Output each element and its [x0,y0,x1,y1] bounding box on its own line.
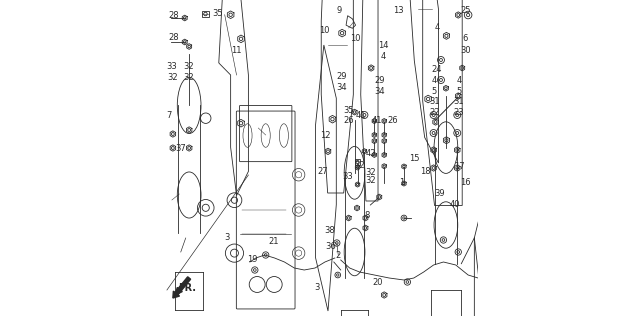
Text: 27: 27 [318,167,328,176]
Text: 7: 7 [166,111,172,120]
Text: 2: 2 [336,251,341,260]
Text: 42: 42 [365,149,376,158]
Text: 32: 32 [184,62,194,71]
Text: 35: 35 [343,106,354,115]
Bar [355,159,360,165]
Text: 12: 12 [321,131,331,140]
Text: 37: 37 [175,144,186,153]
Text: 31: 31 [454,97,465,106]
Text: 3: 3 [224,233,230,242]
Text: 41: 41 [372,116,382,125]
Text: 24: 24 [431,65,442,74]
Text: 16: 16 [460,178,470,187]
Text: 14: 14 [378,41,388,50]
Text: 4: 4 [381,52,386,61]
Text: 15: 15 [410,154,420,163]
Text: 13: 13 [393,6,404,15]
Text: 4: 4 [432,76,437,85]
Text: 29: 29 [375,76,385,85]
Text: 39: 39 [434,189,445,198]
Text: 4: 4 [435,23,440,32]
Text: 36: 36 [326,242,337,251]
FancyArrow shape [173,277,191,298]
Text: 32: 32 [354,161,365,170]
Text: 26: 26 [343,116,354,125]
Text: 22: 22 [429,108,440,117]
Text: 5: 5 [456,87,461,95]
Text: 20: 20 [372,278,383,287]
Text: 41: 41 [355,111,365,120]
Text: FR.: FR. [179,283,196,293]
Text: 5: 5 [432,87,437,95]
Text: 25: 25 [460,6,470,15]
Text: 4: 4 [456,76,461,85]
Text: 31: 31 [429,97,440,106]
Text: 6: 6 [462,34,467,43]
Text: 32: 32 [184,73,194,82]
Text: 32: 32 [167,73,178,82]
Text: 3: 3 [315,283,320,292]
Text: 17: 17 [454,162,465,171]
Text: 8: 8 [364,211,369,220]
Text: 28: 28 [169,33,179,42]
Text: 29: 29 [336,72,347,81]
Text: 35: 35 [212,9,223,18]
Text: 40: 40 [450,200,461,209]
Text: 18: 18 [420,167,431,176]
Text: 30: 30 [460,46,470,55]
Text: 26: 26 [387,116,398,125]
Text: 38: 38 [324,226,335,234]
Text: 1: 1 [399,178,404,187]
Text: 33: 33 [166,62,177,71]
Text: 32: 32 [365,176,376,185]
Text: 32: 32 [365,168,376,177]
Text: 10: 10 [351,34,361,43]
Text: 19: 19 [247,255,257,264]
Text: 9: 9 [337,6,342,15]
Text: 23: 23 [454,108,465,117]
Bar [202,11,209,17]
Text: 21: 21 [268,237,278,246]
Text: 33: 33 [342,173,353,181]
Text: 34: 34 [375,87,385,95]
Text: 34: 34 [336,83,347,92]
Text: 28: 28 [169,11,179,20]
Text: 10: 10 [319,26,330,34]
Text: 11: 11 [231,46,241,55]
